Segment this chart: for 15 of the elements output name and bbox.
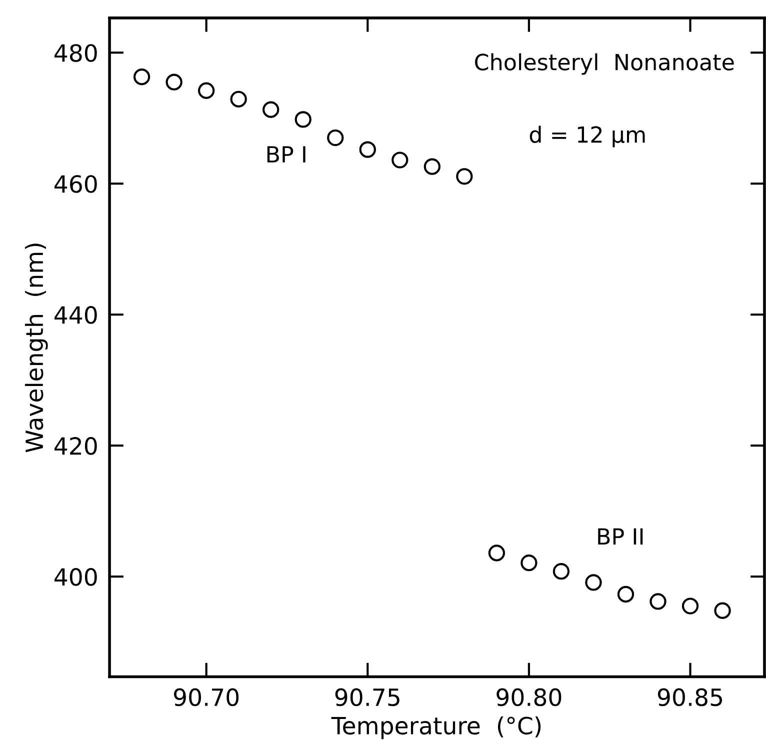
x-tick-label: 90.85 — [658, 688, 722, 706]
x-tick-label: 90.75 — [335, 688, 400, 706]
y-tick-label: 440 — [54, 306, 97, 324]
x-axis-title: Temperature (°C) — [331, 716, 541, 740]
y-tick-label: 420 — [54, 437, 97, 455]
annotation: Cholesteryl Nonanoate — [475, 53, 734, 75]
annotation: BP II — [598, 528, 643, 545]
y-tick-label: 480 — [54, 44, 97, 62]
x-tick-label: 90.80 — [496, 688, 562, 706]
annotation: BP I — [267, 146, 306, 162]
x-tick-label: 90.70 — [174, 688, 239, 706]
y-tick-label: 460 — [54, 175, 97, 193]
annotation: d = 12 µm — [530, 126, 645, 148]
y-axis-title: Wavelength (nm) — [24, 244, 48, 452]
y-tick-label: 400 — [54, 568, 97, 586]
